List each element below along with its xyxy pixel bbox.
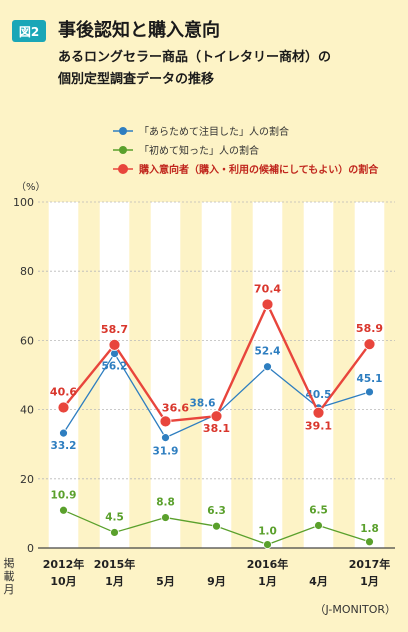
figure-subtitle: あるロングセラー商品（トイレタリー商材）の 個別定型調査データの推移 [58, 47, 331, 91]
column-stripe [48, 202, 79, 548]
data-label: 8.8 [156, 497, 175, 509]
y-tick-label: 60 [20, 334, 34, 347]
data-point [59, 428, 68, 438]
figure-badge: 図2 [12, 20, 46, 42]
subtitle-line-1: あるロングセラー商品（トイレタリー商材）の [58, 50, 332, 65]
data-label: 40.6 [50, 386, 77, 399]
data-label: 58.7 [101, 323, 128, 336]
x-tick-label: 2015年 [94, 557, 136, 571]
x-tick-label: 4月 [309, 575, 328, 588]
data-label: 45.1 [357, 373, 383, 385]
legend-marker [119, 146, 127, 154]
data-label: 1.0 [258, 526, 277, 538]
data-label: 1.8 [360, 523, 379, 535]
data-label: 36.6 [162, 401, 189, 414]
x-axis-label: 載 [4, 570, 15, 583]
column-stripe [99, 202, 130, 548]
y-tick-label: 80 [20, 265, 34, 278]
data-label: 6.3 [207, 505, 226, 517]
column-stripe [354, 202, 385, 548]
data-point [312, 406, 325, 419]
data-point [365, 537, 374, 547]
data-label: 33.2 [51, 440, 77, 452]
data-point [161, 433, 170, 443]
data-label: 38.1 [203, 422, 230, 435]
data-point [363, 338, 376, 351]
data-label: 10.9 [51, 489, 77, 501]
legend-marker [118, 164, 128, 174]
x-tick-label: 9月 [207, 575, 226, 588]
subtitle-line-2: 個別定型調査データの推移 [58, 72, 215, 87]
data-point [161, 513, 170, 522]
legend-label: 「初めて知った」人の割合 [139, 144, 259, 157]
legend-marker [119, 127, 127, 135]
x-axis-label: 掲 [4, 556, 15, 570]
y-tick-label: 20 [20, 473, 34, 486]
data-point [159, 415, 172, 428]
x-tick-label: 2016年 [247, 557, 289, 571]
data-label: 56.2 [102, 361, 128, 373]
data-point [210, 410, 223, 423]
data-label: 31.9 [153, 446, 179, 458]
data-point [108, 338, 121, 351]
data-point [365, 387, 374, 397]
source-note: （J-MONITOR） [314, 603, 396, 616]
column-stripe [303, 202, 334, 548]
x-tick-label: 1月 [360, 575, 379, 588]
data-point [57, 401, 70, 414]
data-label: 70.4 [254, 282, 281, 295]
data-label: 4.5 [105, 511, 124, 523]
data-point [110, 528, 119, 537]
data-point [212, 521, 221, 531]
figure-title: 事後認知と購入意向 [58, 20, 220, 41]
data-label: 52.4 [255, 346, 281, 358]
data-label: 58.9 [356, 322, 383, 335]
legend-label: 購入意向者（購入・利用の候補にしてもよい）の割合 [138, 163, 379, 176]
x-axis-label: 月 [4, 583, 15, 596]
y-axis-label: （%） [16, 181, 46, 193]
y-tick-label: 40 [20, 404, 34, 417]
column-stripe [150, 202, 181, 548]
x-tick-label: 5月 [156, 575, 175, 588]
y-tick-label: 100 [13, 196, 34, 209]
x-tick-label: 1月 [258, 575, 277, 588]
data-point [263, 362, 272, 372]
data-label: 39.1 [305, 420, 332, 433]
column-stripe [201, 202, 232, 548]
x-tick-label: 2017年 [349, 557, 391, 571]
x-tick-label: 10月 [50, 575, 76, 588]
x-tick-label: 1月 [105, 575, 124, 588]
y-tick-label: 0 [27, 542, 34, 555]
data-point [263, 540, 272, 549]
data-point [59, 505, 68, 515]
legend-label: 「あらためて注目した」人の割合 [139, 125, 289, 138]
data-label: 38.6 [190, 397, 216, 409]
data-label: 6.5 [309, 505, 328, 517]
data-point [314, 521, 323, 530]
x-tick-label: 2012年 [43, 557, 85, 571]
data-point [261, 298, 274, 311]
